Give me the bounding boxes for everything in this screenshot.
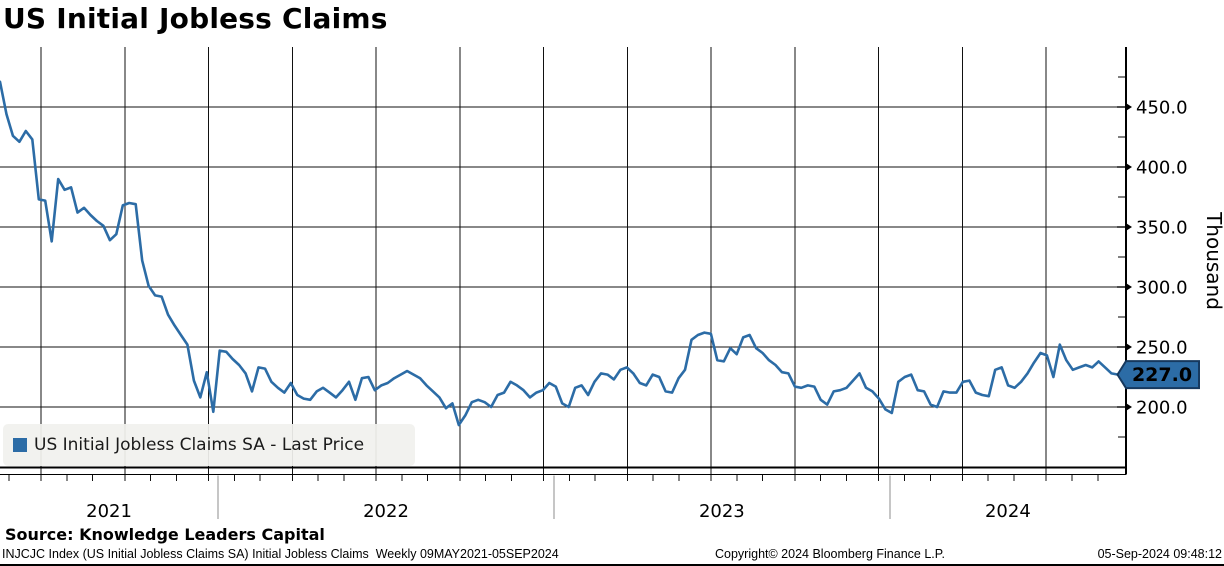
y-tick-label: 200.0 <box>1136 398 1188 419</box>
footer-copyright: Copyright© 2024 Bloomberg Finance L.P. <box>715 547 945 561</box>
y-tick-label: 300.0 <box>1136 278 1188 299</box>
legend-series-label: US Initial Jobless Claims SA - Last Pric… <box>34 435 365 455</box>
price-line <box>0 80 1120 427</box>
y-tick-label: 400.0 <box>1136 158 1188 179</box>
panel-bottom-border <box>0 564 1224 566</box>
last-price-tag: 227.0 <box>1116 360 1200 390</box>
last-price-value: 227.0 <box>1132 364 1192 386</box>
x-year-label: 2021 <box>86 501 132 522</box>
footer-timestamp: 05-Sep-2024 09:48:12 <box>1097 547 1222 561</box>
x-year-label: 2024 <box>985 501 1031 522</box>
gridlines <box>0 47 1126 481</box>
page-title: US Initial Jobless Claims <box>3 2 388 35</box>
y-tick-label: 450.0 <box>1136 98 1188 119</box>
legend-swatch-icon <box>13 438 27 452</box>
y-axis: 450.0 400.0 350.0 300.0 250.0 200.0 <box>1117 76 1188 438</box>
y-tick-label: 250.0 <box>1136 338 1188 359</box>
x-year-label: 2023 <box>699 501 745 522</box>
y-axis-title: Thousand <box>1202 211 1224 310</box>
legend[interactable]: US Initial Jobless Claims SA - Last Pric… <box>3 424 415 466</box>
footer-bar: INJCJC Index (US Initial Jobless Claims … <box>0 547 1224 564</box>
axis-spines <box>0 47 1127 476</box>
y-tick-label: 350.0 <box>1136 218 1188 239</box>
year-separators <box>217 475 891 519</box>
footer-ticker-info: INJCJC Index (US Initial Jobless Claims … <box>2 547 559 561</box>
source-attribution: Source: Knowledge Leaders Capital <box>5 525 325 544</box>
x-year-label: 2022 <box>363 501 409 522</box>
